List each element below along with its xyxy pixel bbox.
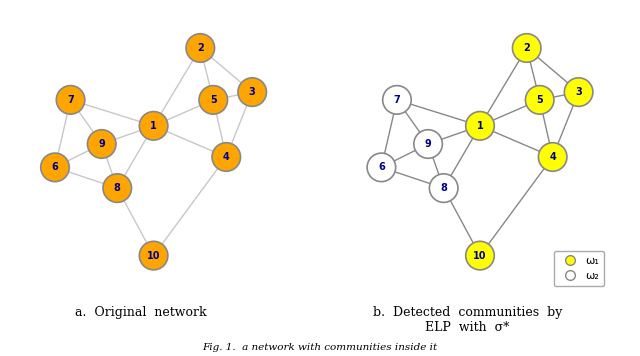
- Circle shape: [538, 143, 567, 171]
- Circle shape: [212, 143, 241, 171]
- Text: 1: 1: [150, 121, 157, 131]
- Circle shape: [140, 241, 168, 270]
- Text: 8: 8: [114, 183, 121, 193]
- Circle shape: [414, 130, 442, 158]
- Text: 2: 2: [197, 43, 204, 53]
- Text: 7: 7: [67, 95, 74, 105]
- Text: 7: 7: [394, 95, 401, 105]
- Text: Fig. 1.  a network with communities inside it: Fig. 1. a network with communities insid…: [202, 344, 438, 352]
- Text: b.  Detected  communities  by
ELP  with  σ*: b. Detected communities by ELP with σ*: [372, 306, 562, 334]
- Text: 4: 4: [223, 152, 230, 162]
- Text: 4: 4: [549, 152, 556, 162]
- Text: a.  Original  network: a. Original network: [75, 306, 207, 319]
- Legend: ω₁, ω₂: ω₁, ω₂: [554, 251, 604, 286]
- Circle shape: [103, 174, 132, 203]
- Circle shape: [140, 111, 168, 140]
- Text: 5: 5: [536, 95, 543, 105]
- Circle shape: [513, 34, 541, 62]
- Circle shape: [186, 34, 214, 62]
- Text: 10: 10: [473, 251, 487, 261]
- Circle shape: [525, 85, 554, 114]
- Circle shape: [564, 78, 593, 106]
- Text: 3: 3: [575, 87, 582, 97]
- Text: 9: 9: [99, 139, 105, 149]
- Circle shape: [238, 78, 266, 106]
- Circle shape: [429, 174, 458, 203]
- Text: 2: 2: [524, 43, 530, 53]
- Text: 6: 6: [52, 162, 58, 172]
- Text: 1: 1: [477, 121, 483, 131]
- Circle shape: [88, 130, 116, 158]
- Text: 3: 3: [249, 87, 255, 97]
- Text: 8: 8: [440, 183, 447, 193]
- Text: 6: 6: [378, 162, 385, 172]
- Circle shape: [466, 241, 494, 270]
- Text: 10: 10: [147, 251, 161, 261]
- Circle shape: [199, 85, 228, 114]
- Circle shape: [41, 153, 69, 182]
- Circle shape: [383, 85, 412, 114]
- Circle shape: [367, 153, 396, 182]
- Text: 9: 9: [425, 139, 431, 149]
- Circle shape: [466, 111, 494, 140]
- Text: 5: 5: [210, 95, 217, 105]
- Circle shape: [56, 85, 85, 114]
